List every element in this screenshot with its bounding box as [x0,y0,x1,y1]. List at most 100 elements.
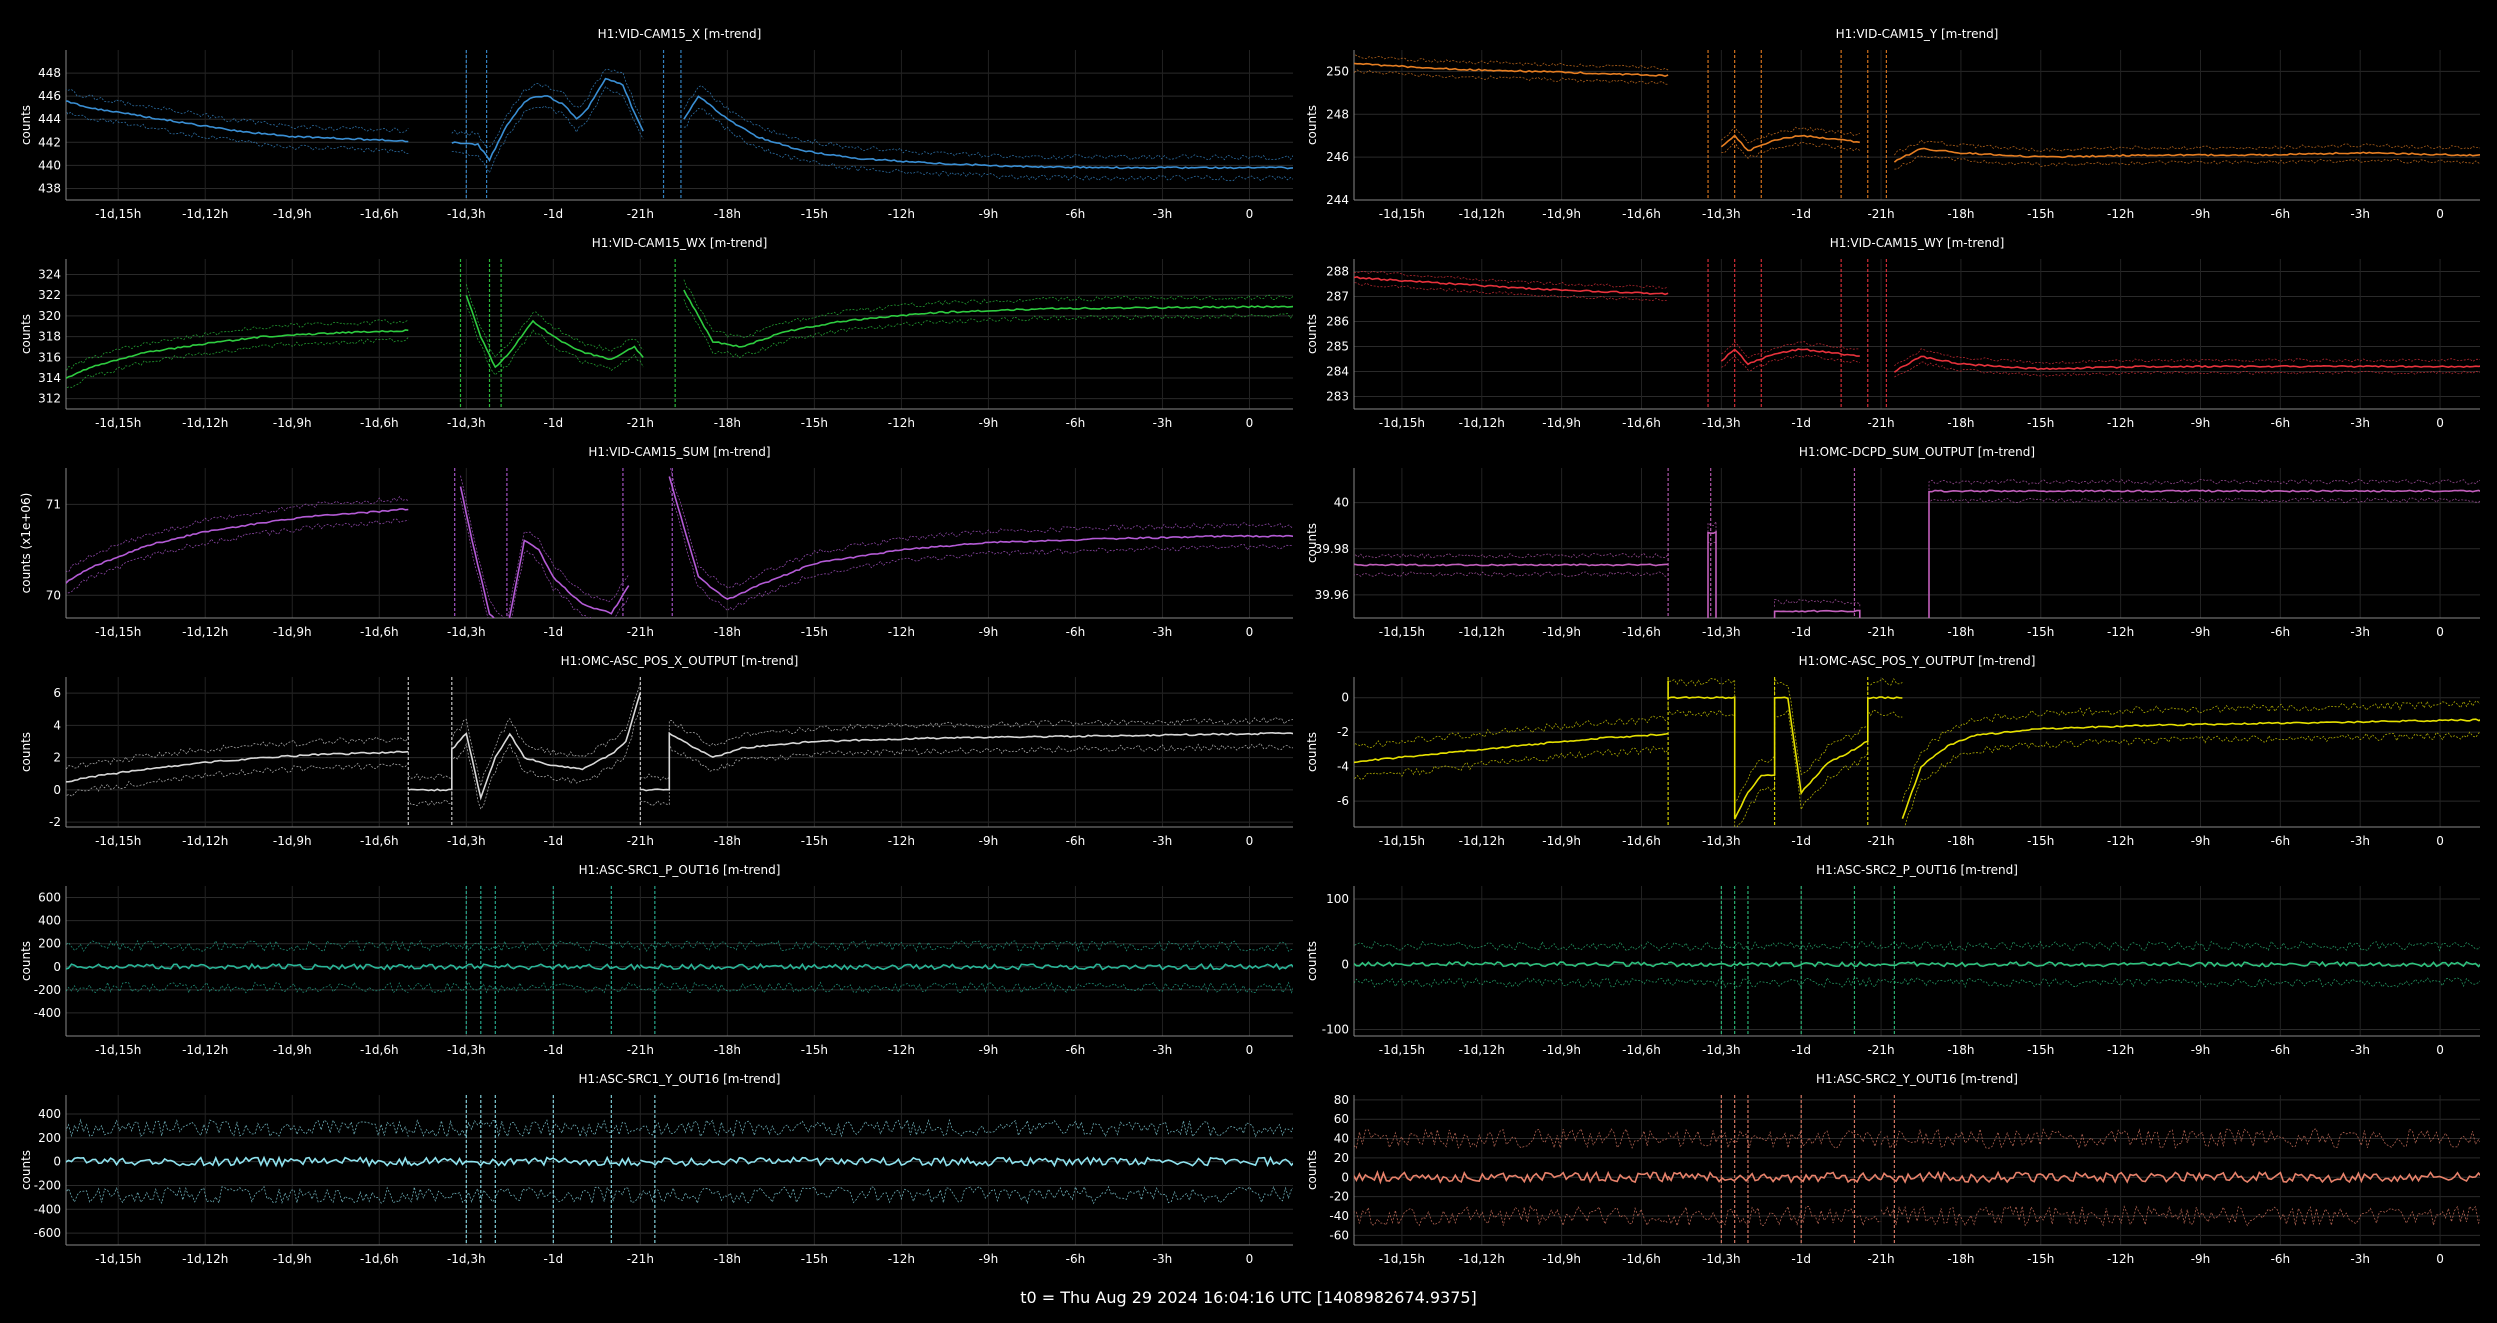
x-tick-label: -12h [2107,416,2134,430]
y-tick-label: 400 [38,914,61,928]
y-tick-label: 39.98 [1315,542,1349,556]
x-tick-label: -9h [979,207,999,221]
x-tick-label: -1d [1791,416,1811,430]
y-tick-label: -400 [34,1006,61,1020]
series-mean [1003,697,1189,828]
series-min [460,497,630,618]
y-tick-label: 80 [1334,1093,1349,1107]
y-tick-label: 39.96 [1315,588,1349,602]
series-mean [451,77,644,163]
series-mean [640,731,1293,792]
series-mean [1881,960,2480,968]
x-tick-label: -6h [2271,1043,2291,1057]
x-tick-label: -6h [1066,1043,1086,1057]
x-tick-label: -9h [979,1252,999,1266]
plot-area [66,886,1293,1036]
x-tick-label: -1d [544,625,564,639]
x-tick-label: -18h [714,625,741,639]
y-tick-label: -40 [1329,1209,1349,1223]
series-max [1354,552,1669,559]
x-tick-label: -1d,15h [95,1043,141,1057]
series-mean [1720,134,1860,152]
x-tick-label: -1d,15h [95,207,141,221]
x-tick-label: -3h [2350,1043,2370,1057]
x-tick-label: -1d [544,834,564,848]
x-tick-label: -1d,6h [360,207,399,221]
x-tick-label: -1d [544,207,564,221]
series-max [66,1118,409,1138]
x-tick-label: 0 [2436,1252,2444,1266]
y-tick-label: 314 [38,371,61,385]
x-tick-label: -1d,12h [182,625,228,639]
y-tick-label: 438 [38,181,61,195]
series-max [460,475,630,618]
x-tick-label: -21h [627,416,654,430]
series-min [1667,697,1903,827]
series-max [66,495,409,572]
x-tick-label: -12h [2107,207,2134,221]
trend-panel: H1:ASC-SRC1_Y_OUT16 [m-trend] counts -600 -… [19,1072,1293,1266]
x-tick-label: -15h [801,625,828,639]
x-tick-label: -1d [1791,1252,1811,1266]
x-tick-label: -21h [1867,1252,1894,1266]
series-min [465,304,644,376]
x-tick-label: -1d,3h [1702,207,1741,221]
plot-area [1003,677,2480,828]
x-tick-label: -1d,12h [1459,834,1505,848]
series-max [1667,1128,1882,1150]
x-tick-label: -1d,6h [360,416,399,430]
series-mean [1354,276,1669,296]
y-tick-label: 100 [1326,892,1349,906]
x-tick-label: -1d,15h [95,625,141,639]
plot-area [1354,259,2480,409]
trend-panel: H1:OMC-DCPD_SUM_OUTPUT [m-trend]counts39… [1305,445,2480,639]
x-tick-label: -6h [2271,207,2291,221]
y-tick-label: 318 [38,330,61,344]
plot-area [66,677,1293,827]
trend-panel: H1:VID-CAM15_X [m-trend] counts 438 440 442 4… [19,27,1293,221]
x-tick-label: -1d,12h [1459,1252,1505,1266]
x-tick-label: -1d [1791,1043,1811,1057]
x-tick-label: -6h [1066,207,1086,221]
x-tick-label: -12h [888,207,915,221]
series-max [1354,270,1669,289]
series-min [407,981,641,994]
x-tick-label: -1d [544,416,564,430]
x-tick-label: 0 [2436,1043,2444,1057]
x-tick-label: -3h [1153,207,1173,221]
trend-panel: H1:ASC-SRC2_Y_OUT16 [m-trend] counts -60 -4… [1003,1072,2480,1266]
y-tick-label: 200 [38,1131,61,1145]
x-tick-label: -1d,6h [1622,625,1661,639]
series-max [1707,520,1717,610]
x-tick-label: -21h [627,625,654,639]
x-tick-label: -6h [1066,834,1086,848]
series-max [66,736,409,770]
plot-area [1003,1095,2480,1245]
panel-title: H1:VID-CAM15_WY [m-trend] [1830,236,2005,250]
series-min [1810,617,1839,618]
y-tick-label: -600 [34,1226,61,1240]
y-tick-label: 284 [1326,365,1349,379]
x-tick-label: -3h [2350,1252,2370,1266]
x-tick-label: 0 [2436,416,2444,430]
y-tick-label: 444 [38,112,61,126]
series-min [668,487,1293,612]
series-mean [683,289,1293,348]
series-mean [1707,530,1717,618]
panel-title: H1:VID-CAM15_X [m-trend] [598,27,762,41]
series-mean [1003,1173,1216,1183]
x-tick-label: -9h [2191,1252,2211,1266]
y-tick-label: -2 [1337,725,1349,739]
y-tick-label: 287 [1326,290,1349,304]
x-tick-label: -6h [2271,625,2291,639]
x-tick-label: -21h [1867,625,1894,639]
series-max [1003,678,1189,815]
x-tick-label: -1d,3h [447,416,486,430]
series-max [1354,940,1669,952]
y-tick-label: 285 [1326,340,1349,354]
series-mean [683,95,1293,170]
trend-panel: H1:ASC-SRC1_P_OUT16 [m-trend] counts -400 -… [19,863,1293,1057]
series-min [407,708,641,811]
x-tick-label: -1d,12h [182,416,228,430]
x-tick-label: -6h [1066,1252,1086,1266]
